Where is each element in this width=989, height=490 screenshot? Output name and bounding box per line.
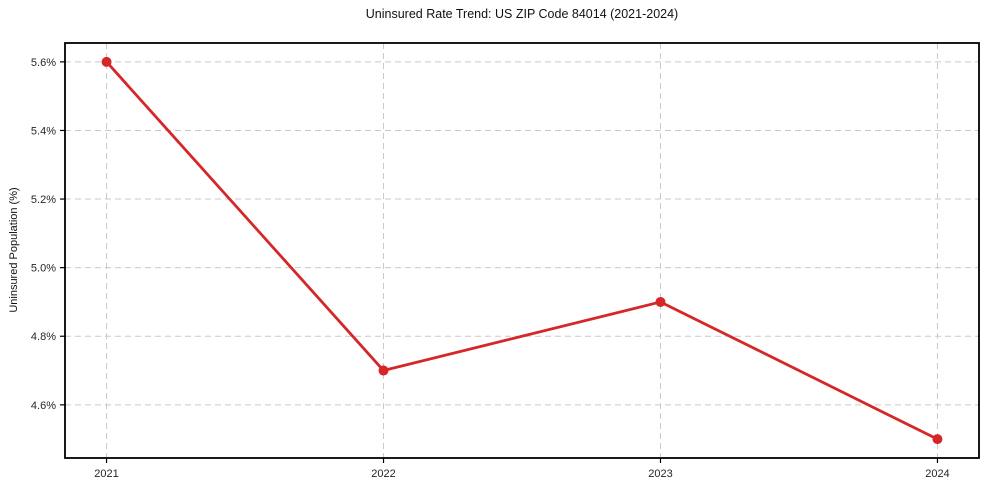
y-tick-label: 5.4% — [31, 125, 56, 137]
data-point-marker — [655, 296, 666, 307]
data-point-marker — [378, 365, 389, 376]
y-tick-label: 4.6% — [31, 400, 56, 412]
x-tick-label: 2023 — [648, 468, 672, 480]
x-tick-label: 2021 — [94, 468, 118, 480]
x-tick-label: 2022 — [371, 468, 395, 480]
y-tick-label: 4.8% — [31, 331, 56, 343]
plot-border — [64, 42, 980, 459]
y-tick-label: 5.6% — [31, 57, 56, 69]
y-tick-label: 5.0% — [31, 263, 56, 275]
data-point-marker — [932, 434, 943, 445]
chart-title: Uninsured Rate Trend: US ZIP Code 84014 … — [365, 7, 679, 21]
y-tick-label: 5.2% — [31, 194, 56, 206]
x-tick-label: 2024 — [925, 468, 949, 480]
data-point-marker — [101, 56, 112, 67]
trend-line — [105, 60, 939, 441]
